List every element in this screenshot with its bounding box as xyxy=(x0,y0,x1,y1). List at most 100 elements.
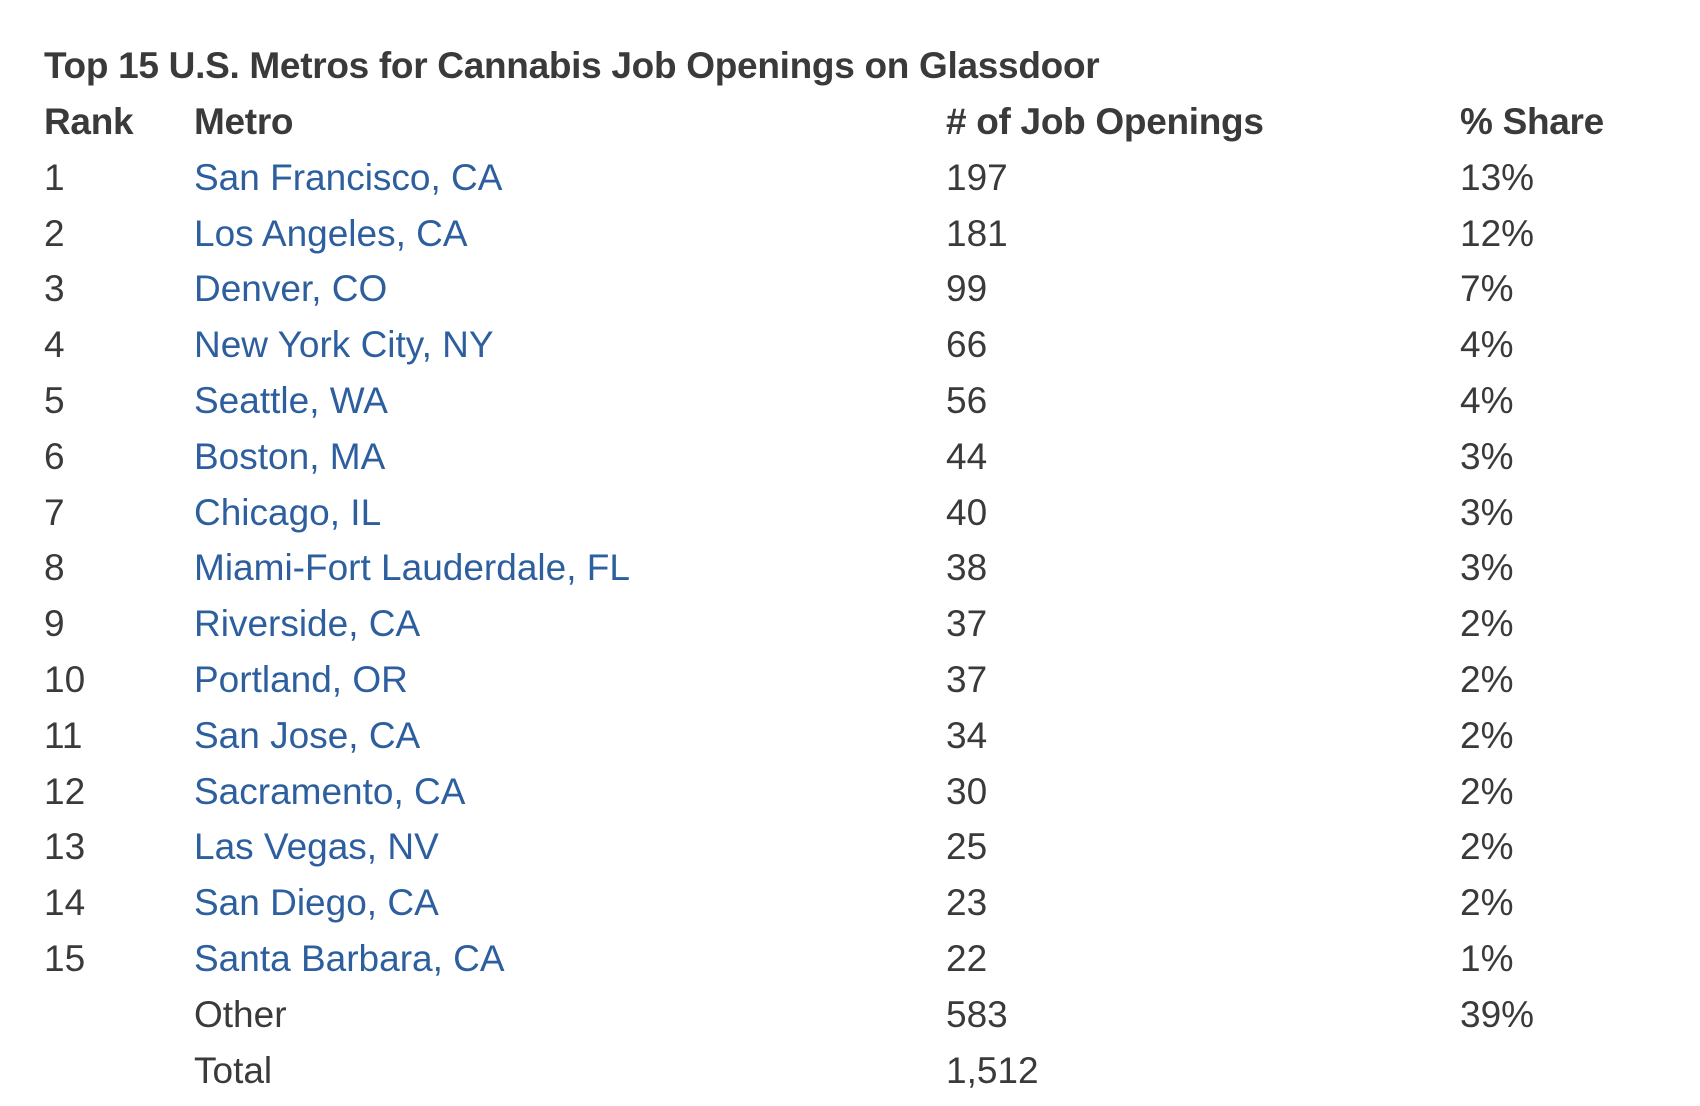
other-label: Other xyxy=(194,993,287,1035)
table-row: 10 Portland, OR 37 2% xyxy=(44,652,1664,708)
rank-cell: 3 xyxy=(44,268,65,310)
table-row: 12 Sacramento, CA 30 2% xyxy=(44,764,1664,820)
rank-cell: 8 xyxy=(44,547,65,589)
job-openings-cell: 197 xyxy=(946,156,1008,198)
table-row: 6 Boston, MA 44 3% xyxy=(44,429,1664,485)
metro-link[interactable]: San Francisco, CA xyxy=(194,156,503,198)
metro-cell: San Diego, CA xyxy=(194,875,946,931)
share-cell: 12% xyxy=(1460,212,1535,254)
share-cell: 3% xyxy=(1460,491,1514,533)
metro-cell: Los Angeles, CA xyxy=(194,206,946,262)
share-cell: 3% xyxy=(1460,547,1514,589)
table-row: 9 Riverside, CA 37 2% xyxy=(44,596,1664,652)
metro-link[interactable]: Riverside, CA xyxy=(194,603,421,645)
header-rank: Rank xyxy=(44,101,134,142)
other-share: 39% xyxy=(1460,993,1535,1035)
header-share: % Share xyxy=(1460,101,1604,142)
total-job-openings: 1,512 xyxy=(946,1049,1039,1091)
share-cell: 2% xyxy=(1460,658,1514,700)
rank-cell: 6 xyxy=(44,435,65,477)
metro-cell: Santa Barbara, CA xyxy=(194,931,946,987)
header-metro: Metro xyxy=(194,101,294,142)
header-job-openings: # of Job Openings xyxy=(946,101,1264,142)
job-openings-cell: 66 xyxy=(946,324,988,366)
share-cell: 1% xyxy=(1460,937,1514,979)
metro-cell: Las Vegas, NV xyxy=(194,819,946,875)
table-row: 14 San Diego, CA 23 2% xyxy=(44,875,1664,931)
metro-link[interactable]: Las Vegas, NV xyxy=(194,826,439,868)
table-title: Top 15 U.S. Metros for Cannabis Job Open… xyxy=(44,45,1100,86)
share-cell: 2% xyxy=(1460,882,1514,924)
table-row: 15 Santa Barbara, CA 22 1% xyxy=(44,931,1664,987)
metro-link[interactable]: Seattle, WA xyxy=(194,379,388,421)
metro-link[interactable]: Los Angeles, CA xyxy=(194,212,468,254)
job-openings-cell: 25 xyxy=(946,826,988,868)
rank-cell: 7 xyxy=(44,491,65,533)
job-openings-cell: 99 xyxy=(946,268,988,310)
rank-cell: 4 xyxy=(44,324,65,366)
metro-cell: Riverside, CA xyxy=(194,596,946,652)
metro-cell: San Francisco, CA xyxy=(194,150,946,206)
share-cell-empty xyxy=(1460,1043,1664,1099)
total-label: Total xyxy=(194,1049,273,1091)
table-row: 2 Los Angeles, CA 181 12% xyxy=(44,206,1664,262)
job-openings-cell: 38 xyxy=(946,547,988,589)
job-openings-cell: 56 xyxy=(946,379,988,421)
metro-link[interactable]: Chicago, IL xyxy=(194,491,382,533)
table-row: 7 Chicago, IL 40 3% xyxy=(44,485,1664,541)
share-cell: 2% xyxy=(1460,603,1514,645)
metro-link[interactable]: Boston, MA xyxy=(194,435,386,477)
job-openings-cell: 181 xyxy=(946,212,1008,254)
job-openings-cell: 23 xyxy=(946,882,988,924)
table-row: 11 San Jose, CA 34 2% xyxy=(44,708,1664,764)
metro-cell: Denver, CO xyxy=(194,261,946,317)
other-job-openings: 583 xyxy=(946,993,1008,1035)
metro-cell: Portland, OR xyxy=(194,652,946,708)
metro-cell: New York City, NY xyxy=(194,317,946,373)
metro-link[interactable]: San Jose, CA xyxy=(194,714,421,756)
rank-cell: 10 xyxy=(44,658,86,700)
metro-cell: Seattle, WA xyxy=(194,373,946,429)
share-cell: 2% xyxy=(1460,770,1514,812)
table-body: 1 San Francisco, CA 197 13% 2 Los Angele… xyxy=(44,150,1664,1099)
share-cell: 4% xyxy=(1460,324,1514,366)
rank-cell: 11 xyxy=(44,714,83,756)
share-cell: 2% xyxy=(1460,826,1514,868)
share-cell: 7% xyxy=(1460,268,1514,310)
job-openings-cell: 22 xyxy=(946,937,988,979)
metro-link[interactable]: Miami-Fort Lauderdale, FL xyxy=(194,547,630,589)
metro-link[interactable]: Denver, CO xyxy=(194,268,388,310)
metro-cell: San Jose, CA xyxy=(194,708,946,764)
other-row: Other 583 39% xyxy=(44,987,1664,1043)
share-cell: 13% xyxy=(1460,156,1535,198)
metro-link[interactable]: Sacramento, CA xyxy=(194,770,466,812)
job-openings-cell: 44 xyxy=(946,435,988,477)
job-openings-cell: 40 xyxy=(946,491,988,533)
header-row: Rank Metro # of Job Openings % Share xyxy=(44,94,1664,150)
job-openings-cell: 34 xyxy=(946,714,988,756)
metro-link[interactable]: San Diego, CA xyxy=(194,882,439,924)
rank-cell: 12 xyxy=(44,770,86,812)
rank-cell: 5 xyxy=(44,379,65,421)
rank-cell: 1 xyxy=(44,156,65,198)
metro-cell: Chicago, IL xyxy=(194,485,946,541)
share-cell: 3% xyxy=(1460,435,1514,477)
rank-cell: 13 xyxy=(44,826,86,868)
job-openings-cell: 37 xyxy=(946,658,988,700)
metros-table: Rank Metro # of Job Openings % Share 1 S… xyxy=(44,94,1664,1098)
total-row: Total 1,512 xyxy=(44,1043,1664,1099)
metro-link[interactable]: New York City, NY xyxy=(194,324,494,366)
metro-cell: Boston, MA xyxy=(194,429,946,485)
table-row: 8 Miami-Fort Lauderdale, FL 38 3% xyxy=(44,540,1664,596)
metro-cell: Sacramento, CA xyxy=(194,764,946,820)
rank-cell: 2 xyxy=(44,212,65,254)
table-row: 5 Seattle, WA 56 4% xyxy=(44,373,1664,429)
table-row: 4 New York City, NY 66 4% xyxy=(44,317,1664,373)
rank-cell: 9 xyxy=(44,603,65,645)
share-cell: 4% xyxy=(1460,379,1514,421)
table-row: 1 San Francisco, CA 197 13% xyxy=(44,150,1664,206)
share-cell: 2% xyxy=(1460,714,1514,756)
metro-link[interactable]: Santa Barbara, CA xyxy=(194,937,505,979)
metro-link[interactable]: Portland, OR xyxy=(194,658,408,700)
rank-cell: 14 xyxy=(44,882,86,924)
